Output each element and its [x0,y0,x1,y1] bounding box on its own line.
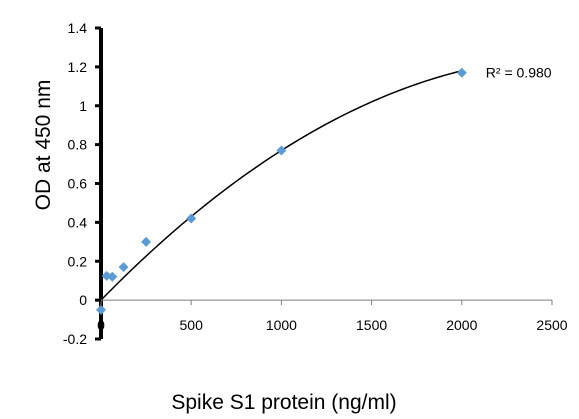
x-axis-title: Spike S1 protein (ng/ml) [171,391,396,414]
trendline [100,70,462,301]
y-tick-label: 0 [79,292,87,308]
r-squared-annotation: R² = 0.980 [486,65,552,81]
y-tick-label: 0.4 [68,214,88,230]
x-tick-label: 0 [97,317,105,333]
y-axis-title: OD at 450 nm [32,80,55,211]
y-tick-label: 1.4 [68,20,88,36]
data-point [456,67,467,78]
y-tick-label: -0.2 [63,331,87,347]
x-tick-label: 2500 [536,317,567,333]
y-ticks: -0.2 0 0.2 0.4 0.6 0.8 1 1.2 1.4 [63,20,101,347]
y-tick-label: 1 [79,98,87,114]
y-tick-label: 0.8 [68,137,88,153]
data-point [141,236,152,247]
data-point [186,213,197,224]
y-tick-label: 0.6 [68,176,88,192]
x-tick-label: 500 [180,317,204,333]
plot-area: 0 500 1000 1500 2000 2500 -0.2 0 0.2 0.4 0.6 0.8 1 1… [63,20,568,347]
x-ticks: 0 500 1000 1500 2000 2500 [97,300,568,333]
x-tick-label: 2000 [446,317,477,333]
y-tick-label: 1.2 [68,59,88,75]
data-point [118,262,129,273]
data-points [96,67,467,315]
x-tick-label: 1500 [356,317,387,333]
data-point [276,145,287,156]
data-point [96,304,106,315]
x-tick-label: 1000 [266,317,297,333]
data-point [107,271,118,282]
y-tick-label: 0.2 [68,253,88,269]
